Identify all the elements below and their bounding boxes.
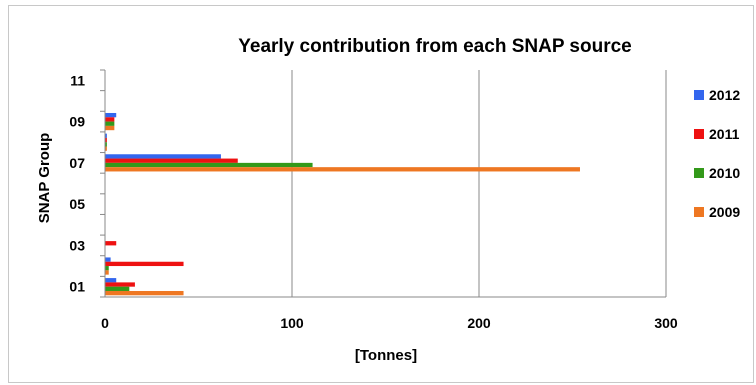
bar-2009-02 (105, 270, 109, 275)
bar-2011-02 (105, 261, 184, 267)
bar-2012-08 (105, 133, 107, 138)
bar-2012-09 (105, 112, 117, 118)
legend-swatch-2012 (694, 90, 704, 100)
y-tick-label: 09 (69, 114, 85, 130)
gridlines (291, 70, 667, 297)
bar-2010-01 (105, 286, 130, 291)
y-tick-label: 11 (70, 72, 85, 88)
bar-2010-07 (105, 162, 313, 168)
legend-label: 2009 (709, 204, 740, 220)
bar-2011-07 (105, 158, 238, 163)
chart-title: Yearly contribution from each SNAP sourc… (238, 36, 631, 57)
legend-label: 2012 (709, 87, 740, 103)
axes (100, 69, 666, 298)
x-tick-label: 200 (467, 315, 491, 331)
legend-label: 2010 (709, 165, 740, 181)
legend-label: 2011 (709, 126, 740, 142)
y-tick-label: 05 (69, 196, 85, 212)
x-tick-label: 300 (654, 315, 678, 331)
bar-2012-07 (105, 154, 221, 159)
bar-2009-08 (105, 146, 107, 151)
bar-2011-08 (105, 137, 107, 143)
bar-2012-02 (105, 257, 111, 262)
bar-2010-09 (105, 121, 115, 126)
bar-2009-07 (105, 167, 580, 172)
legend-swatch-2011 (694, 129, 704, 139)
bar-2010-02 (105, 266, 109, 271)
y-tick-labels: 01 03 05 07 09 11 (69, 72, 85, 294)
legend-swatch-2010 (694, 168, 704, 178)
x-tick-labels: 0 100 200 300 (101, 315, 678, 331)
legend: 2012 2011 2010 2009 (694, 87, 740, 220)
y-tick-label: 01 (69, 279, 85, 295)
bar-2009-01 (105, 290, 184, 296)
x-tick-label: 0 (101, 315, 109, 331)
bar-2010-08 (105, 142, 107, 147)
y-axis-label: SNAP Group (36, 133, 53, 224)
y-tick-label: 07 (69, 155, 85, 171)
x-tick-label: 100 (280, 315, 304, 331)
bar-2011-01 (105, 282, 135, 287)
bar-series (105, 112, 580, 296)
chart-frame (8, 5, 754, 383)
legend-swatch-2009 (694, 207, 704, 217)
bar-2012-01 (105, 278, 117, 283)
bar-2011-09 (105, 117, 115, 122)
y-tick-label: 03 (69, 237, 85, 253)
bar-2011-03 (105, 241, 117, 246)
bar-2009-09 (105, 125, 115, 131)
x-axis-label: [Tonnes] (355, 347, 417, 364)
